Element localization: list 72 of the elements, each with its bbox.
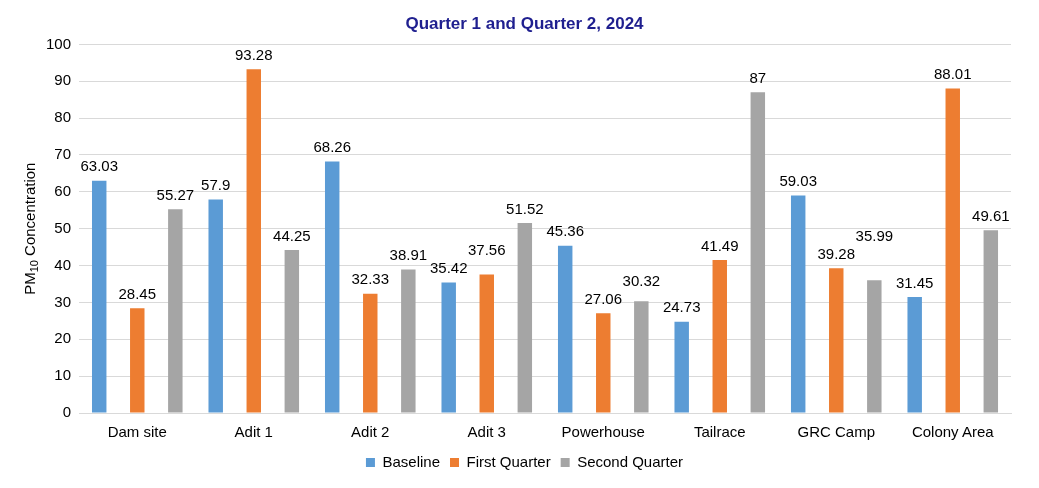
bar xyxy=(829,268,844,413)
x-tick-label: GRC Camp xyxy=(797,423,876,441)
y-tick-label: 30 xyxy=(54,292,72,310)
data-label: 63.03 xyxy=(80,157,118,175)
data-label: 32.33 xyxy=(351,270,390,288)
data-label: 68.26 xyxy=(313,138,351,156)
x-tick-label: Adit 1 xyxy=(234,423,273,441)
data-label: 39.28 xyxy=(817,244,856,262)
bar xyxy=(867,280,882,413)
data-label: 88.01 xyxy=(933,65,972,83)
data-label: 49.61 xyxy=(972,206,1010,224)
x-tick-label: Tailrace xyxy=(693,423,746,441)
bar xyxy=(168,209,183,413)
bar xyxy=(983,230,999,413)
bar xyxy=(246,69,261,413)
data-label: 51.52 xyxy=(506,199,544,217)
bar xyxy=(945,88,960,413)
bar xyxy=(517,223,533,413)
data-label: 93.28 xyxy=(235,45,273,63)
legend-label: First Quarter xyxy=(466,452,551,470)
data-label: 28.45 xyxy=(118,284,157,302)
y-tick-label: 90 xyxy=(54,71,72,89)
bar xyxy=(907,297,922,413)
x-tick-label: Dam site xyxy=(107,423,167,441)
bar xyxy=(208,199,223,413)
bar xyxy=(750,92,766,413)
bar xyxy=(596,313,611,413)
data-label: 38.91 xyxy=(389,246,428,264)
bar xyxy=(130,308,145,413)
data-label: 57.9 xyxy=(201,176,231,194)
data-label: 87 xyxy=(749,68,767,86)
y-tick-label: 80 xyxy=(54,108,72,126)
x-tick-label: Adit 2 xyxy=(351,423,390,441)
y-tick-label: 70 xyxy=(54,145,72,163)
x-tick-label: Adit 3 xyxy=(467,423,506,441)
data-label: 24.73 xyxy=(662,298,701,316)
x-tick-label: Colony Area xyxy=(911,423,995,441)
y-tick-label: 10 xyxy=(54,366,72,384)
y-axis-title: PM10 Concentration xyxy=(21,162,40,295)
data-label: 44.25 xyxy=(273,226,311,244)
y-tick-label: 60 xyxy=(54,181,72,199)
data-label: 35.99 xyxy=(855,226,894,244)
data-label: 41.49 xyxy=(700,236,739,254)
data-label: 31.45 xyxy=(895,273,934,291)
bar xyxy=(441,282,456,413)
legend-label: Second Quarter xyxy=(577,452,684,470)
data-label: 45.36 xyxy=(546,222,584,240)
data-label: 37.56 xyxy=(467,241,506,259)
x-tick-label: Powerhouse xyxy=(561,423,645,441)
y-tick-label: 0 xyxy=(62,403,72,421)
bar xyxy=(284,249,300,413)
data-label: 55.27 xyxy=(156,185,195,203)
data-label: 27.06 xyxy=(584,289,623,307)
bar xyxy=(674,321,689,413)
y-tick-label: 100 xyxy=(46,34,72,52)
y-tick-label: 40 xyxy=(54,255,72,273)
legend-label: Baseline xyxy=(382,452,440,470)
data-label: 59.03 xyxy=(779,172,817,190)
bar xyxy=(324,161,340,413)
bar xyxy=(790,195,806,413)
y-tick-label: 20 xyxy=(54,329,72,347)
bar xyxy=(557,245,573,413)
data-label: 30.32 xyxy=(622,271,661,289)
y-tick-label: 50 xyxy=(54,218,72,236)
bar xyxy=(479,274,494,413)
bar xyxy=(363,293,378,413)
bar xyxy=(401,269,416,413)
data-label: 35.42 xyxy=(429,259,468,277)
bar xyxy=(91,180,107,413)
bar xyxy=(634,301,649,413)
bar xyxy=(712,260,727,413)
chart-title: Quarter 1 and Quarter 2, 2024 xyxy=(405,13,645,33)
